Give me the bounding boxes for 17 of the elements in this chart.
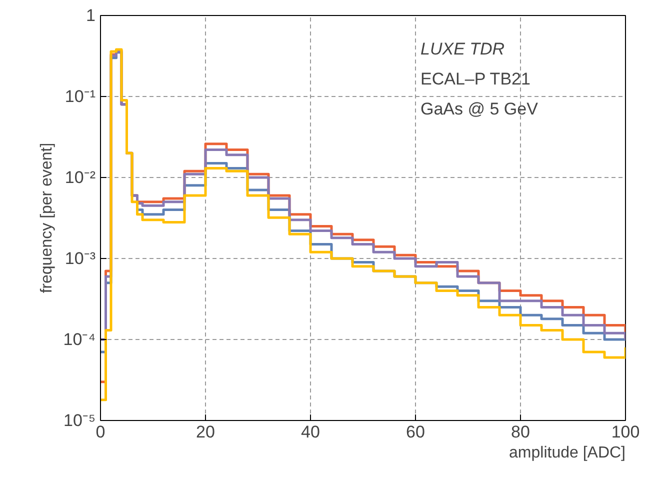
x-axis-title: amplitude [ADC] (509, 444, 626, 462)
annotation: ECAL–P TB21 (420, 70, 530, 88)
y-tick-label: 1 (86, 6, 96, 25)
x-tick-label: 60 (406, 422, 425, 442)
y-tick-label: 10⁻³ (64, 249, 96, 268)
x-tick-label: 40 (301, 422, 320, 442)
y-tick-label: 10⁻⁴ (63, 330, 96, 349)
annotation: GaAs @ 5 GeV (420, 100, 539, 118)
y-tick-label: 10⁻⁵ (64, 411, 96, 430)
x-tick-label: 20 (196, 422, 215, 442)
annotation: LUXE TDR (420, 40, 505, 58)
y-axis-title: frequency [per event] (38, 142, 56, 294)
x-tick-label: 0 (96, 422, 106, 442)
y-tick-label: 10⁻¹ (64, 87, 96, 106)
y-tick-label: 10⁻² (64, 168, 96, 187)
x-tick-label: 100 (611, 422, 640, 442)
x-tick-label: 80 (511, 422, 530, 442)
